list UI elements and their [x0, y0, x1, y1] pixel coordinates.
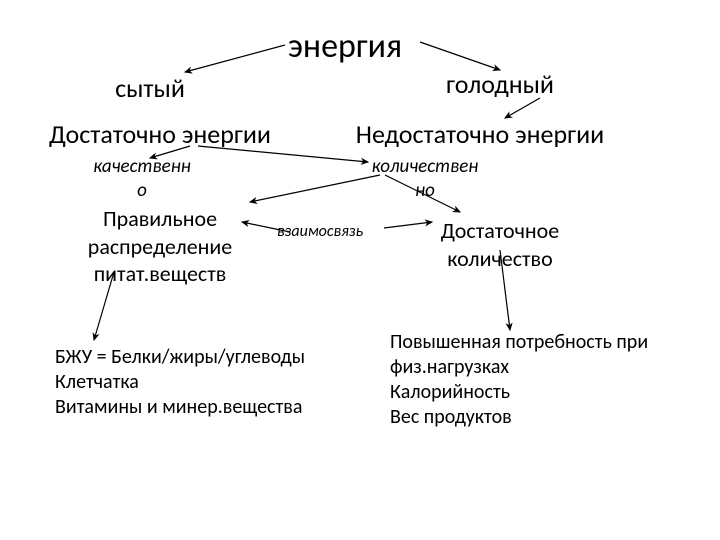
node-distribution: Правильное распределение питат.веществ: [88, 205, 232, 288]
diagram-stage: энергия сытый голодный Достаточно энерги…: [0, 0, 720, 540]
node-root: энергия: [288, 26, 402, 67]
node-quantitative: количествен но: [372, 155, 479, 203]
edge: [250, 175, 380, 202]
node-sufficient-amount: Достаточное количество: [441, 217, 559, 272]
node-enough-energy: Достаточно энергии: [49, 118, 271, 150]
edge: [420, 42, 500, 70]
node-not-enough-energy: Недостаточно энергии: [356, 118, 604, 150]
edge: [185, 45, 285, 72]
node-sated: сытый: [115, 72, 185, 104]
edge: [505, 98, 540, 118]
node-left-list: БЖУ = Белки/жиры/углеводы Клетчатка Вита…: [55, 345, 305, 420]
node-interrelation: взаимосвязь: [277, 222, 363, 241]
node-qualitative: качественн о: [93, 155, 190, 203]
node-hungry: голодный: [446, 68, 554, 100]
node-right-list: Повышенная потребность при физ.нагрузках…: [390, 330, 648, 430]
edge: [384, 222, 432, 228]
